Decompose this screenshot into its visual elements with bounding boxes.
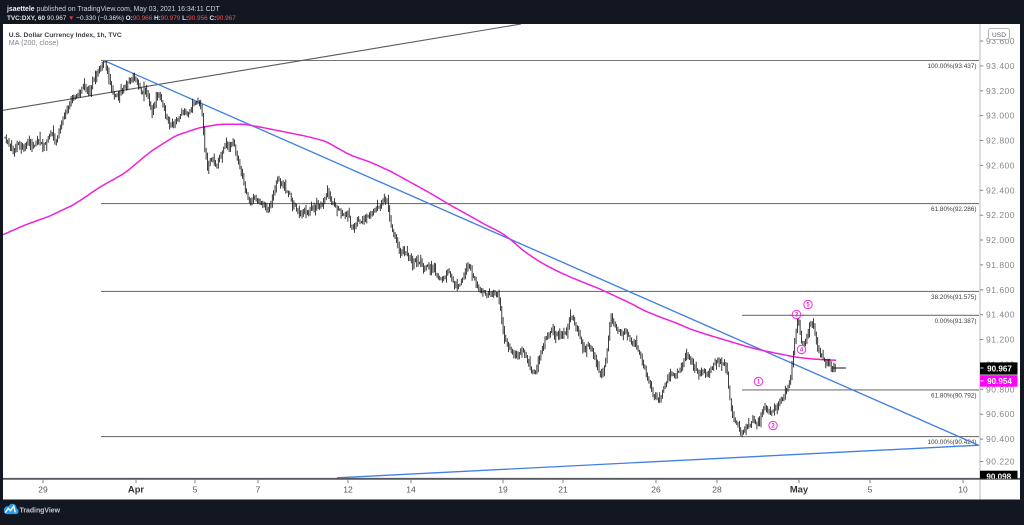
- svg-text:U.S. Dollar Currency Index, 1h: U.S. Dollar Currency Index, 1h, TVC: [9, 32, 122, 39]
- svg-text:USD: USD: [992, 32, 1006, 39]
- svg-text:91.200: 91.200: [986, 335, 1015, 345]
- svg-text:14: 14: [406, 485, 416, 495]
- svg-text:May: May: [790, 484, 809, 495]
- svg-text:90.954: 90.954: [987, 377, 1012, 386]
- svg-text:90.800: 90.800: [986, 384, 1015, 394]
- svg-text:93.400: 93.400: [986, 61, 1015, 71]
- svg-text:26: 26: [651, 485, 661, 495]
- svg-text:61.80%(90.792): 61.80%(90.792): [931, 393, 976, 400]
- svg-text:100.00%(93.437): 100.00%(93.437): [927, 63, 976, 70]
- svg-text:19: 19: [498, 485, 508, 495]
- svg-text:90.400: 90.400: [986, 434, 1015, 444]
- svg-text:92.400: 92.400: [986, 185, 1015, 195]
- svg-text:12: 12: [343, 485, 353, 495]
- svg-text:10: 10: [958, 485, 968, 495]
- svg-text:90.220: 90.220: [986, 457, 1015, 467]
- svg-text:93.000: 93.000: [986, 111, 1015, 121]
- svg-text:5: 5: [868, 485, 873, 495]
- svg-text:28: 28: [712, 485, 722, 495]
- svg-text:TVC:DXY, 60 90.967 ▼ −0.330 (−: TVC:DXY, 60 90.967 ▼ −0.330 (−0.36%) O:9…: [7, 15, 236, 22]
- svg-text:Apr: Apr: [128, 484, 144, 495]
- svg-text:TradingView: TradingView: [20, 507, 61, 514]
- svg-text:21: 21: [558, 485, 568, 495]
- svg-text:5: 5: [193, 485, 198, 495]
- svg-text:0.00%(91.387): 0.00%(91.387): [935, 318, 977, 325]
- svg-text:38.20%(91.575): 38.20%(91.575): [931, 294, 976, 301]
- svg-text:93.600: 93.600: [986, 36, 1015, 46]
- svg-text:7: 7: [256, 485, 261, 495]
- svg-text:92.200: 92.200: [986, 210, 1015, 220]
- svg-text:92.600: 92.600: [986, 160, 1015, 170]
- svg-text:4: 4: [800, 348, 804, 354]
- svg-text:5: 5: [806, 303, 810, 309]
- svg-text:61.80%(92.286): 61.80%(92.286): [931, 206, 976, 213]
- svg-text:29: 29: [38, 485, 48, 495]
- svg-text:92.800: 92.800: [986, 136, 1015, 146]
- svg-text:2: 2: [771, 424, 775, 430]
- svg-text:91.600: 91.600: [986, 285, 1015, 295]
- svg-text:91.800: 91.800: [986, 260, 1015, 270]
- svg-text:jsaettele published on Trading: jsaettele published on TradingView.com, …: [6, 6, 221, 13]
- svg-text:90.967: 90.967: [987, 365, 1012, 374]
- svg-text:93.200: 93.200: [986, 86, 1015, 96]
- svg-text:MA (200, close): MA (200, close): [9, 38, 59, 47]
- svg-text:90.600: 90.600: [986, 409, 1015, 419]
- svg-text:91.400: 91.400: [986, 310, 1015, 320]
- svg-text:90.098: 90.098: [986, 472, 1011, 481]
- svg-text:1: 1: [757, 380, 761, 386]
- svg-text:100.00%(90.424): 100.00%(90.424): [927, 439, 976, 446]
- svg-text:92.000: 92.000: [986, 235, 1015, 245]
